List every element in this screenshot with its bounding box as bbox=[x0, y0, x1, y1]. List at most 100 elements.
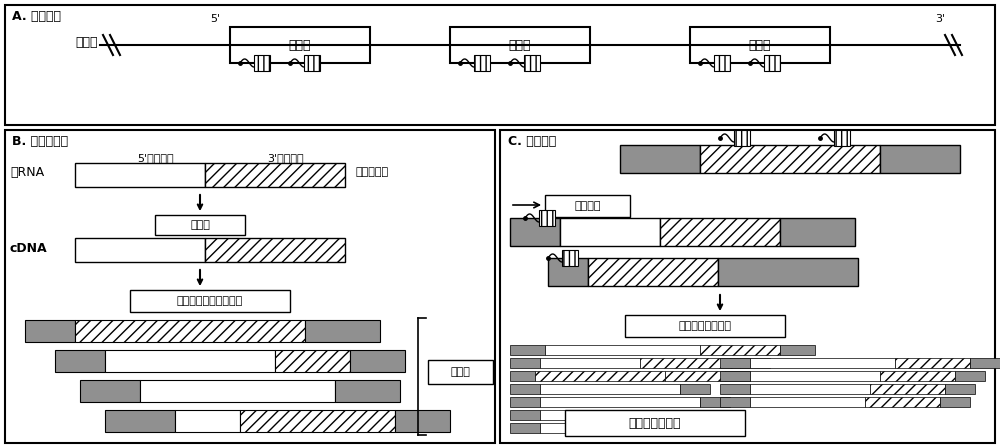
Bar bbox=[140, 380, 335, 402]
Bar bbox=[700, 345, 780, 355]
Bar bbox=[718, 258, 858, 286]
Bar bbox=[428, 360, 493, 384]
Bar bbox=[540, 397, 700, 407]
Text: 基因组: 基因组 bbox=[75, 35, 98, 48]
Text: cDNA: cDNA bbox=[10, 241, 48, 254]
Text: 杂交捕获: 杂交捕获 bbox=[574, 201, 601, 211]
Bar bbox=[55, 350, 105, 372]
Bar bbox=[75, 238, 205, 262]
Bar bbox=[305, 320, 380, 342]
Text: 预文库: 预文库 bbox=[451, 367, 470, 377]
Bar bbox=[540, 410, 690, 420]
Bar bbox=[945, 384, 975, 394]
Bar bbox=[175, 410, 240, 432]
Bar bbox=[548, 258, 588, 286]
Bar bbox=[130, 290, 290, 312]
Bar bbox=[335, 380, 400, 402]
Bar bbox=[540, 423, 690, 433]
Bar bbox=[720, 371, 750, 381]
Bar bbox=[740, 358, 770, 368]
Bar bbox=[880, 371, 955, 381]
Bar bbox=[700, 145, 880, 173]
Bar bbox=[25, 320, 75, 342]
Text: C. 捕获测序: C. 捕获测序 bbox=[508, 135, 556, 148]
Bar bbox=[540, 358, 640, 368]
Bar bbox=[734, 130, 750, 146]
Bar bbox=[750, 371, 880, 381]
Text: 外显子: 外显子 bbox=[749, 39, 771, 52]
Bar bbox=[75, 163, 205, 187]
Bar bbox=[524, 55, 540, 71]
Text: 5'伴侣基因: 5'伴侣基因 bbox=[137, 153, 173, 163]
Bar bbox=[834, 130, 850, 146]
Text: 总RNA: 总RNA bbox=[10, 165, 44, 178]
Bar bbox=[700, 397, 730, 407]
Bar bbox=[510, 410, 540, 420]
Bar bbox=[880, 145, 960, 173]
Bar bbox=[865, 397, 940, 407]
Bar bbox=[720, 358, 750, 368]
Bar bbox=[665, 371, 725, 381]
Bar bbox=[780, 218, 855, 246]
Text: 高通量测序分析: 高通量测序分析 bbox=[629, 417, 681, 430]
Bar bbox=[690, 27, 830, 63]
Text: A. 探针设计: A. 探针设计 bbox=[12, 10, 61, 23]
Bar bbox=[105, 350, 275, 372]
Bar bbox=[562, 250, 578, 266]
Bar bbox=[510, 371, 535, 381]
Bar bbox=[690, 423, 720, 433]
Bar bbox=[620, 145, 700, 173]
Bar bbox=[75, 320, 305, 342]
Bar bbox=[275, 350, 350, 372]
Bar bbox=[539, 210, 555, 226]
Bar bbox=[870, 384, 945, 394]
Bar bbox=[510, 384, 540, 394]
Bar bbox=[625, 315, 785, 337]
Bar bbox=[304, 55, 320, 71]
Bar bbox=[230, 27, 370, 63]
Bar bbox=[560, 218, 660, 246]
Bar bbox=[205, 238, 345, 262]
Bar bbox=[955, 371, 985, 381]
Bar bbox=[395, 410, 450, 432]
Bar bbox=[510, 218, 560, 246]
Bar bbox=[450, 27, 590, 63]
Bar bbox=[535, 371, 665, 381]
Bar bbox=[510, 345, 545, 355]
Bar bbox=[5, 130, 495, 443]
Bar bbox=[510, 423, 540, 433]
Bar bbox=[680, 384, 710, 394]
Bar bbox=[510, 358, 540, 368]
Bar bbox=[474, 55, 490, 71]
Bar bbox=[155, 215, 245, 235]
Bar bbox=[725, 371, 750, 381]
Text: 融合转录本: 融合转录本 bbox=[355, 167, 388, 177]
Bar bbox=[750, 384, 870, 394]
Bar bbox=[780, 345, 815, 355]
Bar bbox=[540, 384, 680, 394]
Bar bbox=[254, 55, 270, 71]
Bar bbox=[565, 410, 745, 436]
Text: 3'伴侣基因: 3'伴侣基因 bbox=[267, 153, 303, 163]
Bar bbox=[105, 410, 175, 432]
Text: 添加接头、富集、纯化: 添加接头、富集、纯化 bbox=[177, 296, 243, 306]
Text: 反转录: 反转录 bbox=[190, 220, 210, 230]
Bar bbox=[895, 358, 970, 368]
Bar bbox=[750, 358, 895, 368]
Bar bbox=[970, 358, 1000, 368]
Bar bbox=[764, 55, 780, 71]
Text: B. 预文库构建: B. 预文库构建 bbox=[12, 135, 68, 148]
Bar bbox=[660, 218, 780, 246]
Bar bbox=[240, 410, 395, 432]
Bar bbox=[500, 130, 995, 443]
Bar bbox=[720, 384, 750, 394]
Bar bbox=[690, 410, 720, 420]
Text: 5': 5' bbox=[210, 14, 220, 24]
Text: 3': 3' bbox=[935, 14, 945, 24]
Bar bbox=[750, 397, 865, 407]
Text: 清洗、富集、纯化: 清洗、富集、纯化 bbox=[678, 321, 732, 331]
Bar bbox=[640, 358, 740, 368]
Bar bbox=[720, 397, 750, 407]
Bar bbox=[545, 195, 630, 217]
Bar bbox=[80, 380, 140, 402]
